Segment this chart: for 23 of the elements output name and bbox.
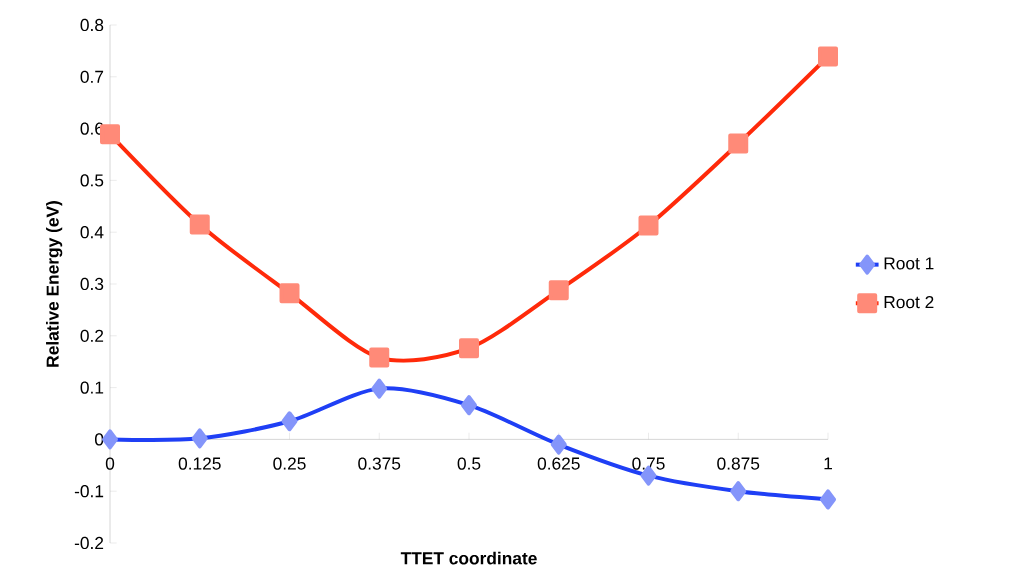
legend-label: Root 2 (884, 295, 934, 309)
y-tick-label: 0.1 (80, 381, 104, 394)
x-axis-title: TTET coordinate (400, 551, 537, 565)
y-tick-label: 0.7 (80, 70, 104, 83)
x-tick-label: 0.75 (632, 457, 665, 470)
y-tick-label: -0.1 (74, 485, 104, 498)
y-tick-label: 0.4 (80, 226, 104, 239)
x-tick-label: 0 (105, 457, 115, 470)
x-tick-label: 0.5 (457, 457, 481, 470)
y-tick-label: -0.2 (74, 536, 104, 550)
y-tick-label: 0.8 (80, 18, 104, 32)
y-tick-label: 0.2 (80, 329, 104, 342)
x-tick-label: 0.375 (358, 457, 401, 470)
x-tick-label: 0.125 (178, 457, 221, 470)
x-tick-label: 0.875 (717, 457, 760, 470)
x-tick-label: 0.25 (273, 457, 306, 470)
y-tick-label: 0.5 (80, 174, 104, 187)
y-tick-label: 0 (95, 433, 104, 446)
x-tick-label: 1 (824, 457, 832, 470)
y-tick-label: 0.3 (80, 277, 104, 291)
x-tick-label: 0.625 (537, 457, 580, 470)
y-axis-title: Relative Energy (eV) (46, 201, 63, 367)
legend-label: Root 1 (884, 257, 934, 270)
